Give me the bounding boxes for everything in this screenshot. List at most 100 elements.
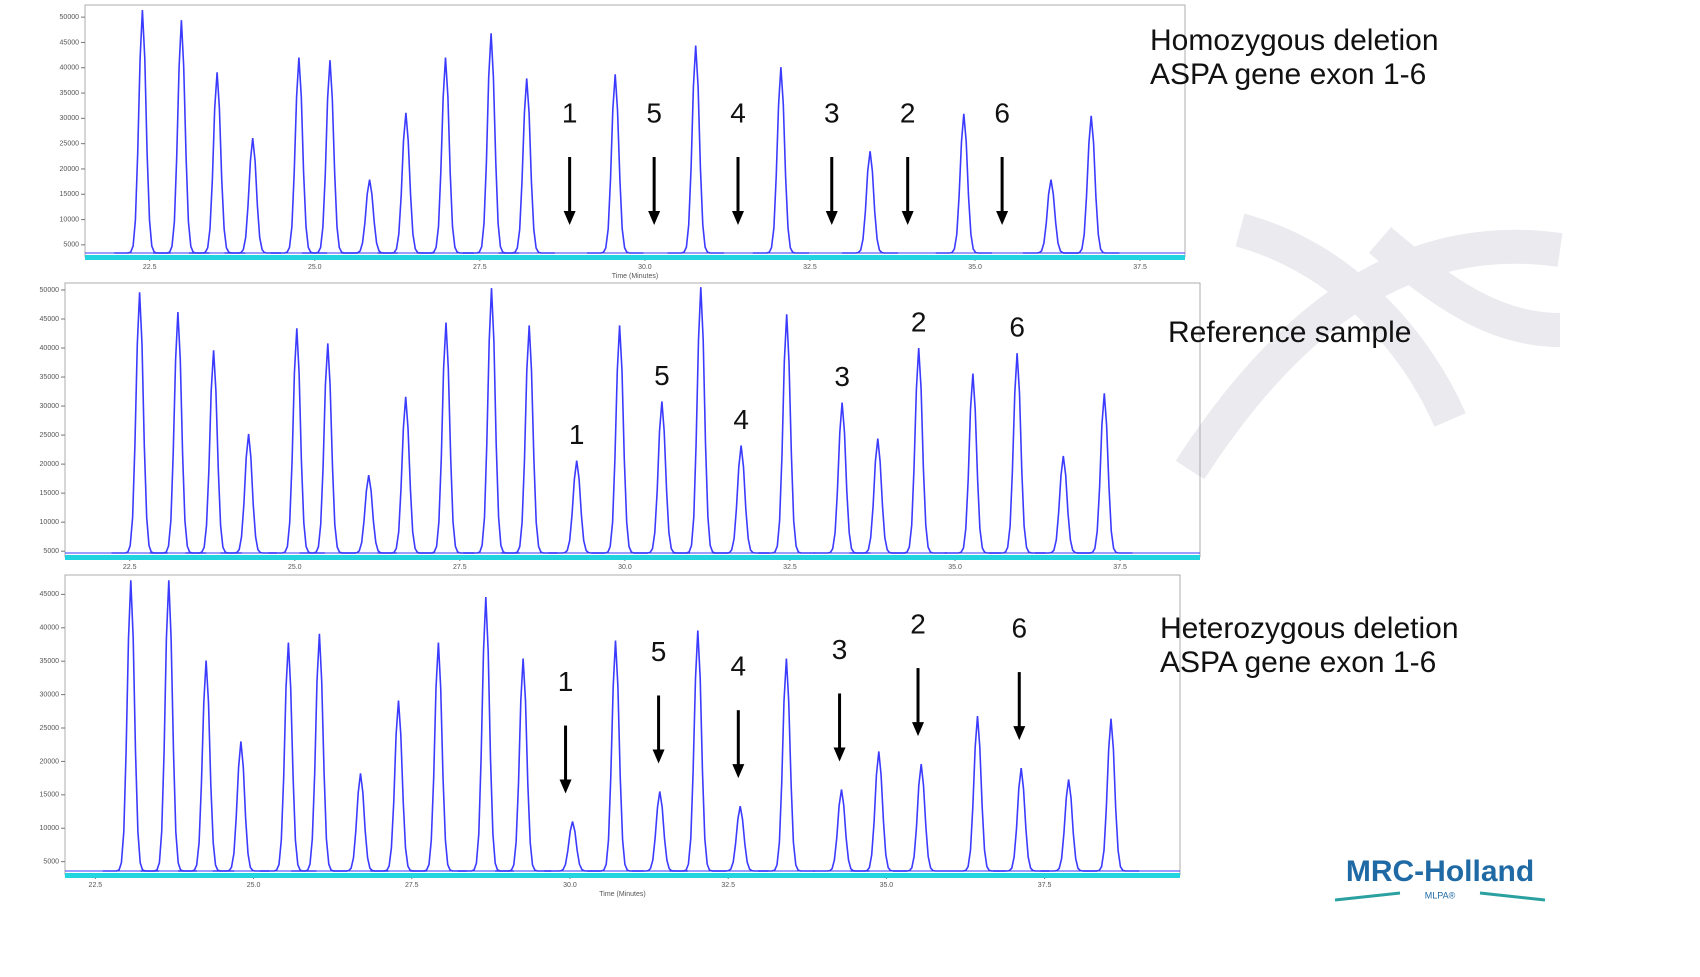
peak — [370, 701, 426, 871]
y-tick-label: 40000 — [60, 65, 80, 72]
axis-bar — [65, 873, 1180, 878]
x-tick-label: 22.5 — [89, 882, 103, 889]
peak — [213, 741, 269, 871]
x-tick-label: 25.0 — [247, 882, 261, 889]
arrow-head — [648, 211, 660, 225]
annotation-label: 4 — [730, 97, 746, 128]
x-tick-label: 35.0 — [880, 882, 894, 889]
panel-note: Homozygous deletion — [1150, 24, 1439, 57]
x-axis-label: Time (Minutes) — [612, 273, 658, 280]
peak — [587, 74, 643, 253]
peak — [850, 439, 906, 553]
peak — [549, 461, 605, 553]
peak — [670, 631, 726, 872]
peak — [378, 397, 434, 553]
peak — [753, 67, 809, 253]
logo-name: MRC-Holland — [1346, 855, 1534, 888]
peak — [634, 401, 690, 553]
arrow-head — [826, 211, 838, 225]
x-tick-label: 32.5 — [721, 882, 735, 889]
peak — [458, 597, 514, 871]
arrow-head — [902, 211, 914, 225]
arrow-head — [834, 747, 846, 761]
helix-strand — [1190, 247, 1560, 470]
peak — [260, 643, 316, 872]
peak — [463, 33, 519, 253]
peak — [993, 768, 1049, 871]
peak — [842, 151, 898, 253]
peak — [178, 661, 234, 872]
x-tick-label: 30.0 — [638, 264, 652, 271]
y-tick-label: 40000 — [40, 345, 60, 352]
peak — [813, 790, 869, 872]
arrow-head — [560, 780, 572, 794]
annotation-label: 6 — [1009, 312, 1025, 343]
peak — [410, 643, 466, 872]
x-tick-label: 37.5 — [1113, 564, 1127, 571]
panel-note: ASPA gene exon 1-6 — [1160, 646, 1436, 679]
annotation-label: 6 — [1011, 612, 1027, 643]
annotation-label: 1 — [569, 419, 585, 450]
peak — [592, 325, 648, 553]
x-tick-label: 27.5 — [453, 564, 467, 571]
peak — [632, 792, 688, 872]
arrow-head — [653, 749, 665, 763]
x-tick-label: 30.0 — [563, 882, 577, 889]
y-tick-label: 25000 — [40, 725, 60, 732]
peak — [499, 78, 555, 253]
y-tick-label: 45000 — [40, 316, 60, 323]
y-tick-label: 30000 — [60, 115, 80, 122]
y-tick-label: 45000 — [40, 591, 60, 598]
x-tick-label: 32.5 — [783, 564, 797, 571]
peak — [418, 323, 474, 554]
y-tick-label: 25000 — [40, 432, 60, 439]
peak — [300, 343, 356, 553]
x-tick-label: 25.0 — [288, 564, 302, 571]
annotation-label: 4 — [731, 651, 747, 682]
annotation-label: 1 — [562, 97, 578, 128]
peak — [103, 580, 159, 871]
y-tick-label: 40000 — [40, 625, 60, 632]
plot-frame — [65, 283, 1200, 557]
peak — [945, 374, 1001, 553]
y-tick-label: 20000 — [40, 461, 60, 468]
peak — [341, 475, 397, 553]
y-tick-label: 20000 — [60, 166, 80, 173]
peak — [1076, 393, 1132, 553]
peak — [417, 58, 473, 253]
x-tick-label: 35.0 — [948, 564, 962, 571]
y-tick-label: 25000 — [60, 140, 80, 147]
peak — [341, 180, 397, 253]
arrow-head — [912, 722, 924, 736]
peak — [291, 634, 347, 871]
peak — [1063, 116, 1119, 253]
peak — [759, 314, 815, 553]
peak — [1083, 719, 1139, 871]
arrow-head — [732, 764, 744, 778]
y-tick-label: 50000 — [40, 287, 60, 294]
annotation-label: 5 — [651, 636, 667, 667]
x-tick-label: 32.5 — [803, 264, 817, 271]
y-tick-label: 5000 — [43, 548, 59, 555]
axis-bar — [85, 255, 1185, 260]
peak — [713, 446, 769, 554]
peak — [189, 72, 245, 253]
dna-helix-decoration — [1190, 230, 1560, 470]
y-tick-label: 5000 — [63, 242, 79, 249]
x-tick-label: 37.5 — [1038, 882, 1052, 889]
peak — [544, 822, 600, 872]
peak — [1023, 180, 1079, 253]
peak — [150, 312, 206, 553]
arrow-head — [996, 211, 1008, 225]
x-tick-label: 35.0 — [968, 264, 982, 271]
x-tick-label: 30.0 — [618, 564, 632, 571]
x-tick-label: 22.5 — [143, 264, 157, 271]
peak — [153, 20, 209, 253]
peak — [587, 641, 643, 872]
y-tick-label: 35000 — [40, 658, 60, 665]
annotation-label: 2 — [910, 608, 926, 639]
x-tick-label: 27.5 — [405, 882, 419, 889]
peak — [1035, 456, 1091, 553]
peak — [220, 434, 276, 553]
chart-panel: 5000100001500020000250003000035000400004… — [60, 5, 1439, 280]
